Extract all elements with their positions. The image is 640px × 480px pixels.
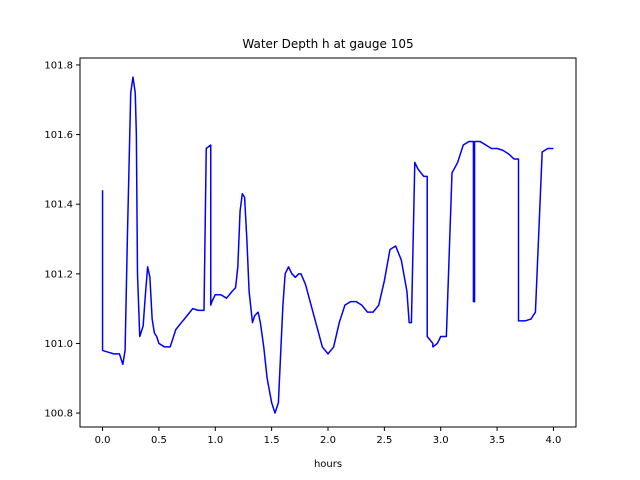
axes-frame <box>79 57 577 428</box>
chart-title: Water Depth h at gauge 105 <box>242 37 413 51</box>
x-tick-label: 3.0 <box>433 435 449 446</box>
x-tick-label: 0.0 <box>95 435 111 446</box>
x-tick-label: 3.5 <box>489 435 505 446</box>
series-line-water-depth <box>101 76 554 414</box>
plot-area <box>101 76 554 414</box>
x-tick-label: 0.5 <box>151 435 167 446</box>
x-tick-label: 1.5 <box>264 435 280 446</box>
x-tick-label: 2.5 <box>376 435 392 446</box>
y-tick-label: 100.8 <box>44 409 73 420</box>
y-tick-label: 101.4 <box>44 200 73 211</box>
y-tick-label: 101.0 <box>44 339 73 350</box>
x-axis-label: hours <box>314 459 342 470</box>
y-tick-label: 101.6 <box>44 130 73 141</box>
x-tick-label: 4.0 <box>546 435 562 446</box>
y-tick-label: 101.2 <box>44 269 73 280</box>
x-axis-ticks: 0.0 0.5 1.0 1.5 2.0 2.5 3.0 3.5 4.0 <box>95 427 562 446</box>
x-tick-label: 1.0 <box>207 435 223 446</box>
y-axis-ticks: 100.8 101.0 101.2 101.4 101.6 101.8 <box>44 60 80 420</box>
x-tick-label: 2.0 <box>320 435 336 446</box>
y-tick-label: 101.8 <box>44 60 73 71</box>
